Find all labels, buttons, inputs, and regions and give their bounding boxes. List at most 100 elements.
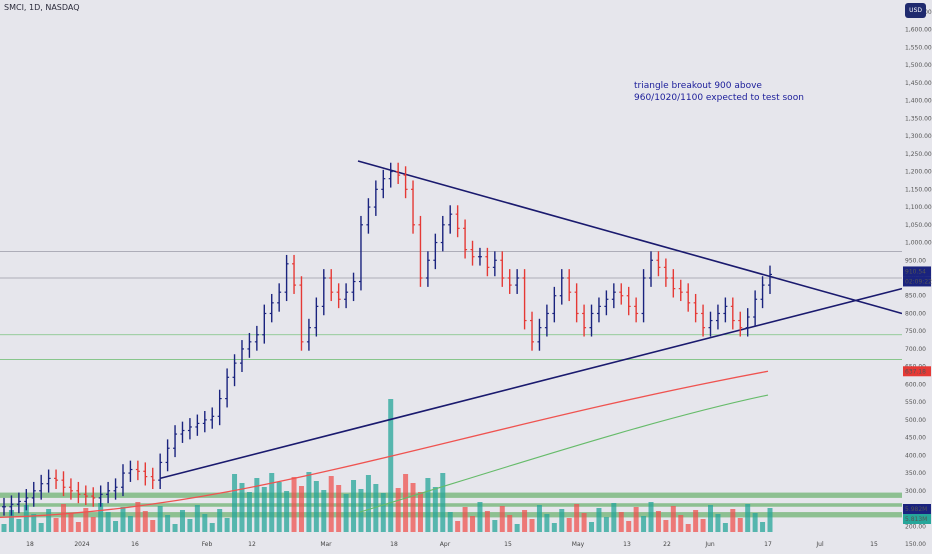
volume-bar	[648, 502, 654, 532]
volume-bar	[113, 521, 119, 532]
x-tick-label: Jun	[704, 541, 715, 548]
volume-bar	[551, 523, 557, 532]
ma-red-line	[0, 370, 769, 519]
volume-bar	[165, 515, 171, 532]
volume-bar	[336, 485, 342, 532]
y-tick-label: 1,250.00	[905, 151, 932, 158]
volume-bar	[46, 509, 52, 532]
y-tick-label: 800.00	[905, 310, 926, 317]
x-tick-label: Mar	[320, 541, 332, 548]
volume-bar	[626, 521, 632, 532]
y-tick-label: 500.00	[905, 417, 926, 424]
countdown-badge: 02:09:22	[903, 276, 932, 287]
volume-bar	[83, 508, 89, 532]
x-tick-label: May	[572, 541, 585, 548]
volume-bar	[351, 480, 357, 532]
volume-bar	[678, 515, 684, 532]
y-tick-label: 350.00	[905, 470, 926, 477]
volume-bar	[120, 507, 126, 532]
volume-bar	[663, 520, 669, 532]
last-price-badge-bg	[903, 266, 931, 277]
volume-bar	[618, 512, 624, 532]
volume-bar	[730, 509, 736, 532]
volume-bar	[269, 473, 275, 532]
volume-bar	[477, 502, 483, 532]
volume-bar	[135, 502, 141, 532]
x-tick-label: 17	[764, 541, 772, 548]
y-tick-label: 550.00	[905, 399, 926, 406]
volume-bar	[157, 506, 163, 532]
volume-bar	[313, 481, 319, 532]
volume-bar	[127, 516, 133, 532]
volume-bar	[425, 478, 431, 532]
volume-bar	[276, 482, 282, 532]
volume-bar	[737, 518, 743, 532]
volume-bar	[760, 522, 766, 532]
volume-bar	[745, 504, 751, 532]
volume-bar	[536, 505, 542, 532]
volume-bar	[655, 511, 661, 532]
volume-bar	[202, 514, 208, 532]
volume-badge-2: 5.813M	[903, 514, 931, 524]
y-tick-label: 1,000.00	[905, 240, 932, 247]
volume-bar	[31, 514, 37, 532]
volume-bar	[395, 488, 401, 532]
ma-red-badge-text: 637.18	[905, 368, 926, 375]
countdown-badge-text: 02:09:22	[905, 278, 932, 285]
countdown-badge-bg	[903, 276, 931, 287]
last-price-badge: 910.54	[903, 266, 931, 277]
x-tick-label: 16	[131, 541, 139, 548]
volume-bar	[722, 523, 728, 532]
volume-bar	[670, 506, 676, 532]
y-tick-label: 600.00	[905, 381, 926, 388]
y-tick-label: 1,450.00	[905, 80, 932, 87]
volume-bar	[90, 517, 96, 532]
volume-bar	[529, 519, 535, 532]
volume-bar	[150, 520, 156, 532]
volume-bar	[306, 472, 312, 532]
volume-bar	[470, 516, 476, 532]
volume-bar	[633, 507, 639, 532]
ma-red-badge-bg	[903, 366, 931, 377]
volume-bar	[105, 512, 111, 532]
volume-badge-1: 5.982M	[903, 504, 931, 514]
y-tick-label: 1,100.00	[905, 204, 932, 211]
volume-bar	[365, 475, 371, 532]
y-tick-label: 1,600.00	[905, 27, 932, 34]
volume-bar	[589, 522, 595, 532]
volume-bar	[611, 503, 617, 532]
volume-bar	[499, 506, 505, 532]
x-tick-label: 12	[248, 541, 256, 548]
last-price-badge-text: 910.54	[905, 268, 926, 275]
volume-bar	[1, 524, 7, 532]
volume-bar	[239, 483, 245, 532]
volume-bar	[194, 505, 200, 532]
volume-bar	[68, 513, 74, 532]
volume-bar	[232, 474, 238, 532]
volume-badge-2-bg	[903, 514, 931, 524]
volume-bar	[410, 483, 416, 532]
x-tick-label: 15	[504, 541, 512, 548]
volume-bar	[75, 522, 81, 532]
volume-bar	[16, 519, 22, 532]
volume-badge-1-text: 5.982M	[905, 506, 927, 513]
volume-bar	[693, 510, 699, 532]
volume-bar	[254, 478, 260, 532]
currency-badge[interactable]: USD	[905, 3, 926, 18]
volume-bar	[455, 521, 461, 532]
volume-bar	[373, 484, 379, 532]
volume-bar	[447, 512, 453, 532]
volume-badge-2-text: 5.813M	[905, 516, 927, 523]
volume-bar	[224, 518, 230, 532]
y-tick-label: 850.00	[905, 293, 926, 300]
volume-bar	[432, 487, 438, 532]
volume-bar	[574, 504, 580, 532]
volume-bar	[246, 492, 252, 532]
volume-bar	[261, 487, 267, 532]
volume-bar	[417, 492, 423, 532]
x-tick-label: Apr	[440, 541, 451, 548]
annotation-text: triangle breakout 900 above 960/1020/110…	[634, 80, 804, 104]
volume-bar	[440, 473, 446, 532]
volume-bar	[596, 508, 602, 532]
volume-bar	[23, 505, 29, 532]
